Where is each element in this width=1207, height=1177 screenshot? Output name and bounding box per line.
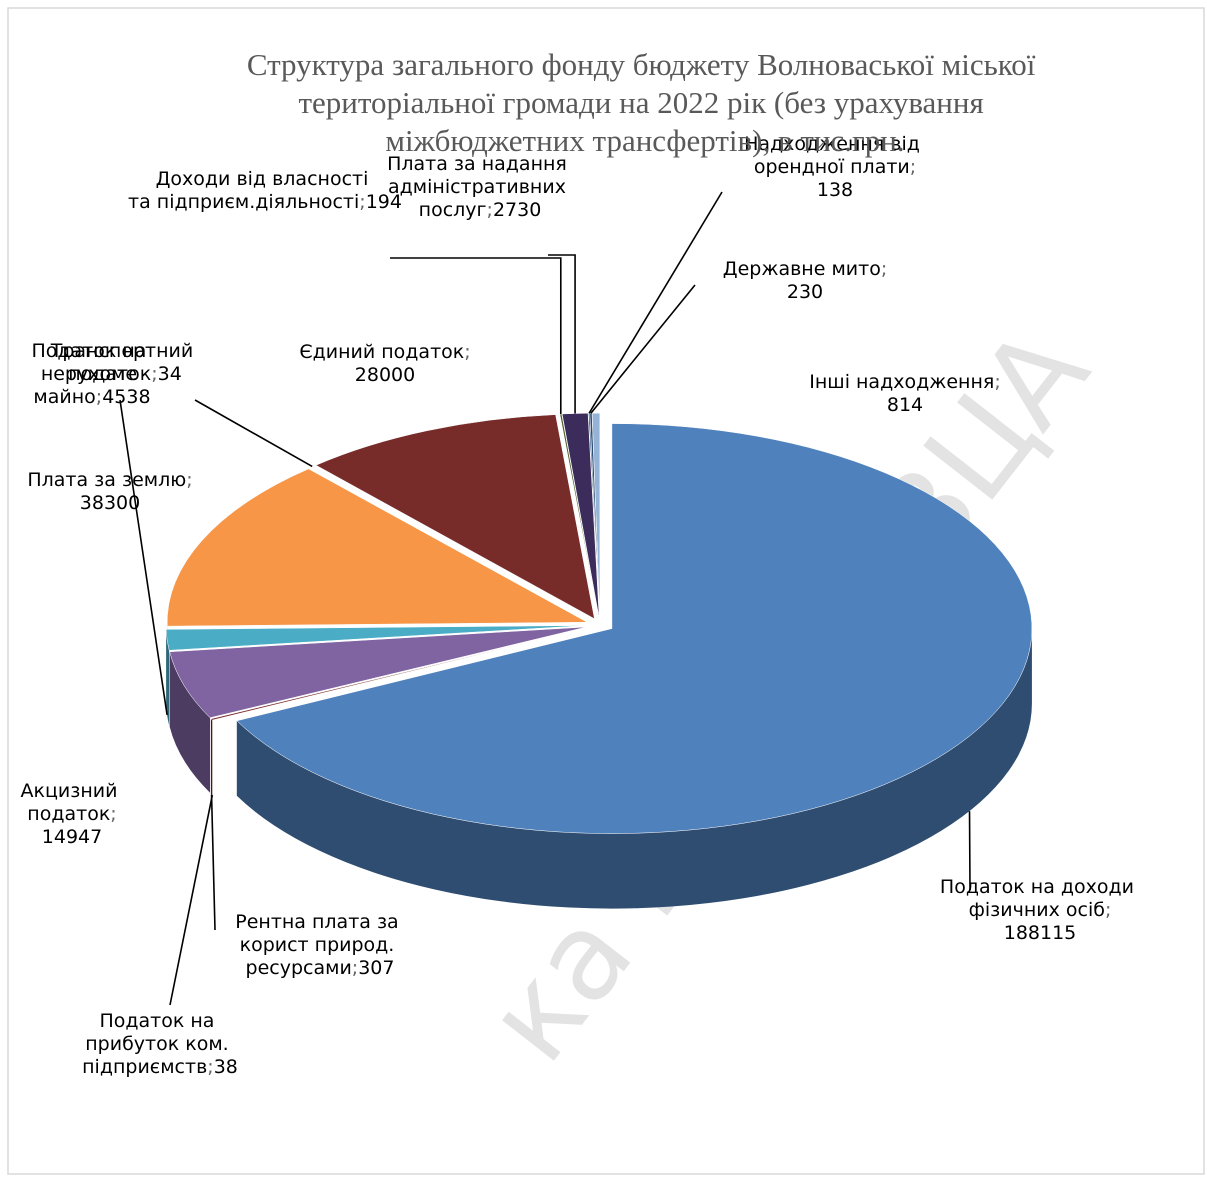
data-label: 188115 [1004,922,1077,944]
slice-label: Державне мито [723,258,881,280]
label-separator: ; [352,957,358,979]
slice [561,412,600,619]
label-separator: ; [151,363,157,385]
label-separator: ; [881,258,887,280]
slice [591,412,601,619]
label-separator: ; [487,199,493,221]
label-separator: ; [207,1056,213,1078]
leader-line [210,794,216,931]
data-label: 2730 [493,199,541,221]
slice [236,423,1033,834]
slice [169,626,587,719]
slice-label: Податок на нерухоме майно [31,340,152,408]
slice-label: Інші надходження [809,371,994,393]
data-label: 4538 [102,386,150,408]
data-label: 38300 [80,492,140,514]
slice-label: Доходи від власності та підприєм.діяльно… [128,168,374,213]
leader-line [548,254,576,414]
leader-line [390,257,562,415]
data-label: 138 [817,179,853,201]
data-label: 194 [366,191,402,213]
data-label: 307 [358,957,394,979]
slice-label: Надходження від орендної плати [744,133,926,178]
frame [7,7,1205,1175]
slice [315,414,595,620]
labels: Податок на доходи фізичних осіб; 188115 П… [20,133,1140,1078]
pie [165,412,1033,909]
label-separator: ; [994,371,1000,393]
label-separator: ; [96,386,102,408]
data-label: 34 [158,363,182,385]
slice-side [166,629,170,726]
label-separator: ; [359,191,365,213]
slice-label: Рентна плата за корист природ. ресурсами [235,911,405,979]
leader-line [588,191,723,414]
slice-label: Акцизний податок [20,780,123,825]
data-label: 814 [887,394,923,416]
slice-label: Плата за надання адміністративних послуг [387,153,573,221]
label-separator: ; [464,341,470,363]
slice-side [236,628,1032,909]
slice-label: Податок на прибуток ком. підприємств [82,1010,235,1078]
leader-line [169,795,214,1006]
label-separator: ; [910,156,916,178]
label-separator: ; [110,803,116,825]
slice-label: Транспортний податок [50,340,200,385]
label-separator: ; [1105,899,1111,921]
data-label: 14947 [42,826,102,848]
leader-line [119,399,168,715]
slice [166,468,589,627]
leader-line [590,284,696,414]
label-separator: ; [186,469,192,491]
data-label: 28000 [355,364,415,386]
slice-label: Податок на доходи фізичних осіб [940,876,1140,921]
data-label: 230 [787,281,823,303]
leader-line [194,399,313,468]
slice-label: Єдиний податок [299,341,464,363]
slice [165,625,587,651]
slice-side [169,651,211,793]
slice [210,627,588,721]
data-label: 38 [214,1056,238,1078]
slice-side [210,718,213,796]
chart-title: Структура загального фонду бюджету Волно… [247,47,1043,158]
slice-label: Плата за землю [27,469,186,491]
